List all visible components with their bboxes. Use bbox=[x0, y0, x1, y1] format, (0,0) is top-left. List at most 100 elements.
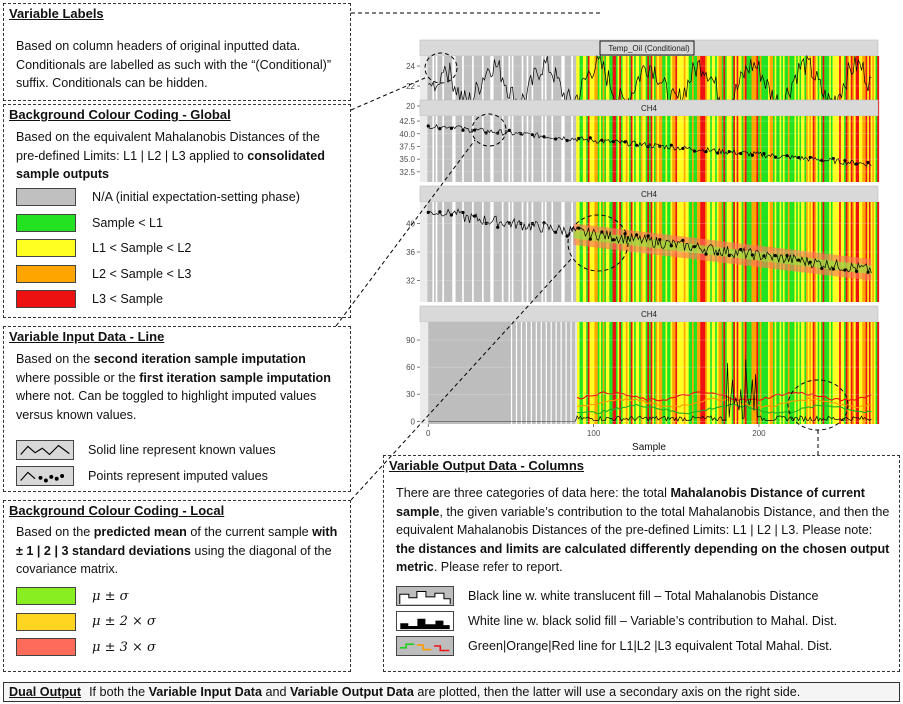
limit-lines-icon bbox=[396, 636, 454, 656]
bg-column bbox=[792, 116, 795, 182]
bg-column bbox=[529, 116, 532, 182]
bg-column bbox=[743, 322, 746, 424]
imputed-point bbox=[681, 238, 685, 242]
bg-column bbox=[657, 322, 660, 424]
bg-column bbox=[599, 322, 602, 424]
bg-column bbox=[695, 322, 698, 424]
na-gap bbox=[510, 322, 513, 424]
bg-column bbox=[771, 322, 774, 424]
bg-column bbox=[820, 322, 823, 424]
bg-column bbox=[534, 116, 537, 182]
bg-global-legend-label: L1 < Sample < L2 bbox=[92, 241, 192, 255]
imputed-point bbox=[507, 128, 511, 133]
imputed-point bbox=[808, 260, 812, 264]
bg-column bbox=[794, 116, 797, 182]
series-line bbox=[428, 54, 872, 112]
bg-column bbox=[739, 322, 742, 424]
bg-column bbox=[506, 116, 509, 182]
bg-column bbox=[744, 322, 747, 424]
bg-column bbox=[649, 322, 651, 424]
bg-column bbox=[610, 116, 613, 182]
bg-column bbox=[690, 116, 693, 182]
bg-column bbox=[594, 116, 597, 182]
bg-column bbox=[801, 322, 804, 424]
bg-column bbox=[601, 322, 604, 424]
bg-column bbox=[650, 322, 653, 424]
bg-column bbox=[571, 116, 574, 182]
imputed-point bbox=[843, 268, 847, 272]
imputed-point bbox=[750, 253, 754, 257]
y-tick-label: 35.0 bbox=[399, 155, 415, 164]
imputed-point bbox=[577, 136, 581, 141]
bg-column bbox=[584, 322, 587, 424]
dual-b2: Variable Output Data bbox=[289, 685, 414, 699]
bg-column bbox=[667, 322, 670, 424]
bg-column bbox=[824, 116, 827, 182]
bg-column bbox=[844, 116, 847, 182]
imputed-point bbox=[634, 143, 639, 147]
bg-column bbox=[634, 322, 637, 424]
bg-column bbox=[576, 322, 579, 424]
bg-column bbox=[569, 116, 572, 182]
x-tick-label: 0 bbox=[426, 429, 431, 438]
bg-column bbox=[632, 322, 635, 424]
bg-column bbox=[662, 322, 665, 424]
bg-global-legend-row: N/A (initial expectation-setting phase) bbox=[16, 187, 300, 207]
imputed-point bbox=[449, 126, 454, 130]
bg-column bbox=[645, 322, 648, 424]
title-highlight-box bbox=[599, 40, 695, 56]
black-fill-columns-icon bbox=[396, 611, 454, 631]
y-tick-label: 0 bbox=[411, 417, 416, 426]
bg-column bbox=[877, 322, 880, 424]
chart-panel-4: CH4 0 30 60 90 bbox=[406, 305, 880, 426]
bg-local-legend-row: μ ± σ bbox=[16, 586, 128, 606]
bg-column bbox=[835, 116, 838, 182]
bg-column bbox=[524, 116, 527, 182]
input-line-text: Based on the second iteration sample imp… bbox=[16, 350, 342, 424]
bg-column bbox=[533, 116, 536, 182]
bg-column bbox=[505, 116, 508, 182]
bg-column bbox=[576, 116, 579, 182]
imputed-point bbox=[426, 124, 430, 128]
na-gap bbox=[555, 322, 557, 424]
bg-column bbox=[612, 116, 615, 182]
bg-column bbox=[543, 116, 546, 182]
imputed-point bbox=[831, 267, 835, 271]
bg-column bbox=[875, 322, 878, 424]
bg-column bbox=[566, 116, 569, 182]
imputed-point bbox=[472, 214, 477, 218]
bg-column bbox=[703, 116, 706, 182]
bg-column bbox=[723, 322, 726, 424]
panel-title: Temp_Oil (Conditional) bbox=[608, 44, 690, 53]
bg-column bbox=[586, 322, 589, 424]
bg-column bbox=[589, 322, 592, 424]
bg-column bbox=[741, 322, 744, 424]
bg-column bbox=[860, 322, 863, 424]
total-mahal-label: Black line w. white translucent fill – T… bbox=[468, 589, 819, 603]
bg-global-legend-swatch bbox=[16, 213, 76, 232]
bg-column bbox=[839, 322, 842, 424]
bg-column bbox=[789, 116, 792, 182]
bg-column bbox=[617, 322, 620, 424]
na-gap bbox=[575, 322, 577, 424]
bg-column bbox=[594, 322, 597, 424]
bg-column bbox=[615, 322, 618, 424]
y-tick-label: 24 bbox=[406, 62, 415, 71]
bg-column bbox=[796, 116, 799, 182]
y-tick-label: 32.5 bbox=[399, 168, 415, 177]
bg-column bbox=[599, 116, 602, 182]
bg-column bbox=[751, 116, 754, 182]
bg-local-legend-swatch bbox=[16, 612, 76, 631]
imputed-point bbox=[704, 252, 708, 256]
bg-column bbox=[691, 322, 694, 424]
bg-column bbox=[516, 116, 519, 182]
chart-panel-2: CH4 32.5 35.0 37.5 40.0 42.5 bbox=[399, 99, 880, 182]
imputed-point bbox=[866, 160, 870, 165]
bg-column bbox=[500, 116, 503, 182]
bg-column bbox=[806, 322, 809, 424]
bg-column bbox=[877, 56, 880, 116]
bg-column bbox=[830, 116, 833, 182]
bg-column bbox=[601, 116, 604, 182]
bg-column bbox=[802, 322, 805, 424]
bg-global-legend-label: L3 < Sample bbox=[92, 292, 164, 306]
